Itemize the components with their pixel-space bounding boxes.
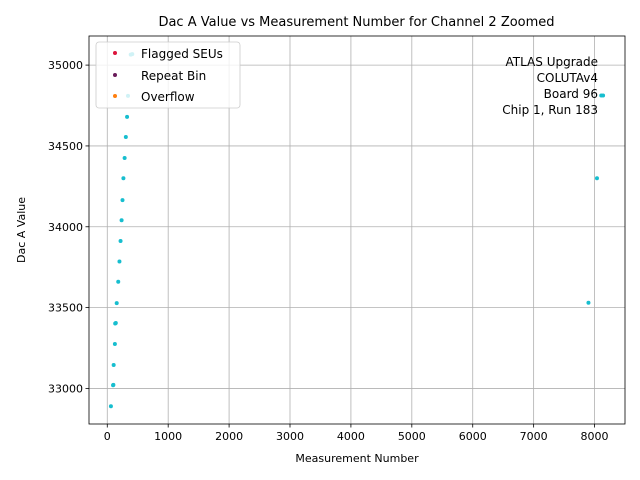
- annotation-line-3: Board 96: [544, 87, 598, 101]
- plot-frame: [88, 35, 626, 425]
- legend-marker-repeat-bin: [113, 73, 117, 77]
- x-tick-label: 4000: [337, 430, 365, 443]
- y-tick-label: 34500: [48, 140, 83, 153]
- data-point: [120, 198, 125, 203]
- y-axis-ticks: 33000 33500 34000 34500 35000: [48, 59, 89, 395]
- x-tick-label: 0: [104, 430, 111, 443]
- data-point: [121, 176, 126, 181]
- data-point: [123, 135, 128, 140]
- y-tick-label: 33500: [48, 302, 83, 315]
- y-tick-label: 35000: [48, 59, 83, 72]
- annotation-line-4: Chip 1, Run 183: [502, 103, 598, 117]
- data-point: [114, 301, 119, 306]
- legend-box: [95, 41, 241, 109]
- x-tick-label: 6000: [459, 430, 487, 443]
- x-axis-ticks: 0 1000 2000 3000 4000 5000 6000 7000 8000: [104, 424, 609, 443]
- x-tick-label: 7000: [520, 430, 548, 443]
- annotation-line-1: ATLAS Upgrade: [505, 55, 598, 69]
- legend-label-overflow: Overflow: [141, 90, 195, 104]
- data-point: [601, 93, 606, 98]
- data-point: [113, 320, 118, 325]
- annotation-line-2: COLUTAv4: [537, 71, 598, 85]
- y-tick-label: 34000: [48, 221, 83, 234]
- data-point: [122, 156, 127, 161]
- y-axis-label: Dac A Value: [15, 197, 28, 263]
- legend-label-flagged-seus: Flagged SEUs: [141, 47, 223, 61]
- x-tick-label: 1000: [154, 430, 182, 443]
- data-point: [119, 218, 124, 223]
- data-point: [594, 176, 599, 181]
- x-tick-label: 8000: [581, 430, 609, 443]
- x-tick-label: 3000: [276, 430, 304, 443]
- data-point: [117, 259, 122, 264]
- legend-label-repeat-bin: Repeat Bin: [141, 69, 206, 83]
- data-point: [118, 238, 123, 243]
- data-point: [108, 404, 113, 409]
- data-point: [116, 279, 121, 284]
- data-point: [111, 382, 116, 387]
- x-tick-label: 2000: [215, 430, 243, 443]
- x-tick-label: 5000: [398, 430, 426, 443]
- grid-lines: [89, 36, 625, 424]
- x-axis-label: Measurement Number: [295, 452, 419, 465]
- legend: Flagged SEUs Repeat Bin Overflow: [95, 41, 241, 109]
- data-point: [125, 114, 130, 119]
- annotation-block: ATLAS Upgrade COLUTAv4 Board 96 Chip 1, …: [502, 55, 598, 117]
- chart-title: Dac A Value vs Measurement Number for Ch…: [158, 15, 554, 30]
- legend-marker-flagged-seus: [113, 51, 117, 55]
- data-point: [112, 341, 117, 346]
- y-tick-label: 33000: [48, 382, 83, 395]
- data-point: [111, 362, 116, 367]
- legend-marker-overflow: [113, 94, 117, 98]
- data-point: [586, 300, 591, 305]
